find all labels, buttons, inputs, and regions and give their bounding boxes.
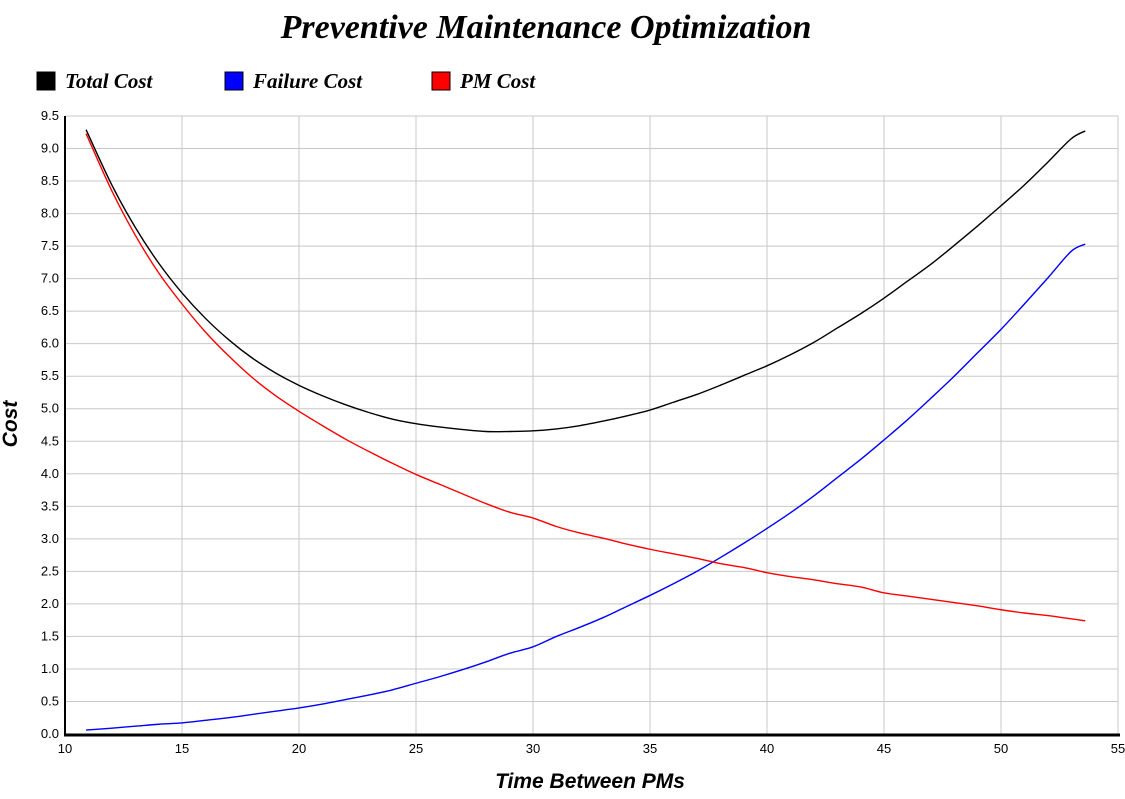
legend: Total Cost Failure Cost PM Cost: [36, 69, 536, 93]
y-tick-label: 6.0: [41, 336, 59, 351]
axis-ticks: 0.0 0.5 1.0 1.5 2.0 2.5 3.0 3.5 4.0 4.5 5.0 5.5 6.0 6…: [41, 108, 1125, 756]
legend-swatch-total-cost: [36, 71, 56, 91]
grid: [64, 115, 1119, 735]
x-tick-label: 20: [292, 741, 306, 756]
series-lines: [85, 129, 1086, 731]
y-tick-label: 7.5: [41, 238, 59, 253]
y-tick-label: 9.5: [41, 108, 59, 123]
series-line-total-cost: [85, 129, 1086, 433]
x-tick-label: 30: [526, 741, 540, 756]
y-tick-label: 6.5: [41, 303, 59, 318]
y-tick-label: 0.0: [41, 726, 59, 741]
series-line-pm-cost: [85, 133, 1086, 622]
y-tick-label: 0.5: [41, 693, 59, 708]
y-tick-label: 1.5: [41, 628, 59, 643]
y-axis-label: Cost: [0, 400, 22, 448]
y-tick-label: 7.0: [41, 271, 59, 286]
legend-label-pm-cost: PM Cost: [459, 69, 536, 93]
y-tick-label: 2.0: [41, 596, 59, 611]
x-tick-label: 45: [877, 741, 891, 756]
series-line-failure-cost: [86, 243, 1086, 731]
x-tick-label: 50: [994, 741, 1008, 756]
x-tick-label: 55: [1111, 741, 1125, 756]
y-tick-label: 5.5: [41, 368, 59, 383]
x-axis-label: Time Between PMs: [495, 770, 685, 793]
y-tick-label: 1.0: [41, 661, 59, 676]
legend-swatch-failure-cost: [224, 71, 244, 91]
legend-label-failure-cost: Failure Cost: [252, 69, 363, 93]
y-tick-label: 4.0: [41, 466, 59, 481]
y-tick-label: 8.0: [41, 206, 59, 221]
y-tick-label: 2.5: [41, 563, 59, 578]
x-tick-label: 15: [175, 741, 189, 756]
y-tick-label: 4.5: [41, 433, 59, 448]
chart-title: Preventive Maintenance Optimization: [280, 9, 812, 46]
y-tick-label: 9.0: [41, 141, 59, 156]
legend-label-total-cost: Total Cost: [65, 69, 153, 93]
x-tick-label: 35: [643, 741, 657, 756]
axes: [64, 116, 1120, 737]
y-tick-label: 8.5: [41, 173, 59, 188]
y-tick-label: 3.5: [41, 498, 59, 513]
legend-swatch-pm-cost: [431, 71, 451, 91]
x-tick-label: 40: [760, 741, 774, 756]
x-tick-label: 10: [58, 741, 72, 756]
x-tick-label: 25: [409, 741, 423, 756]
y-tick-label: 3.0: [41, 531, 59, 546]
y-tick-label: 5.0: [41, 401, 59, 416]
